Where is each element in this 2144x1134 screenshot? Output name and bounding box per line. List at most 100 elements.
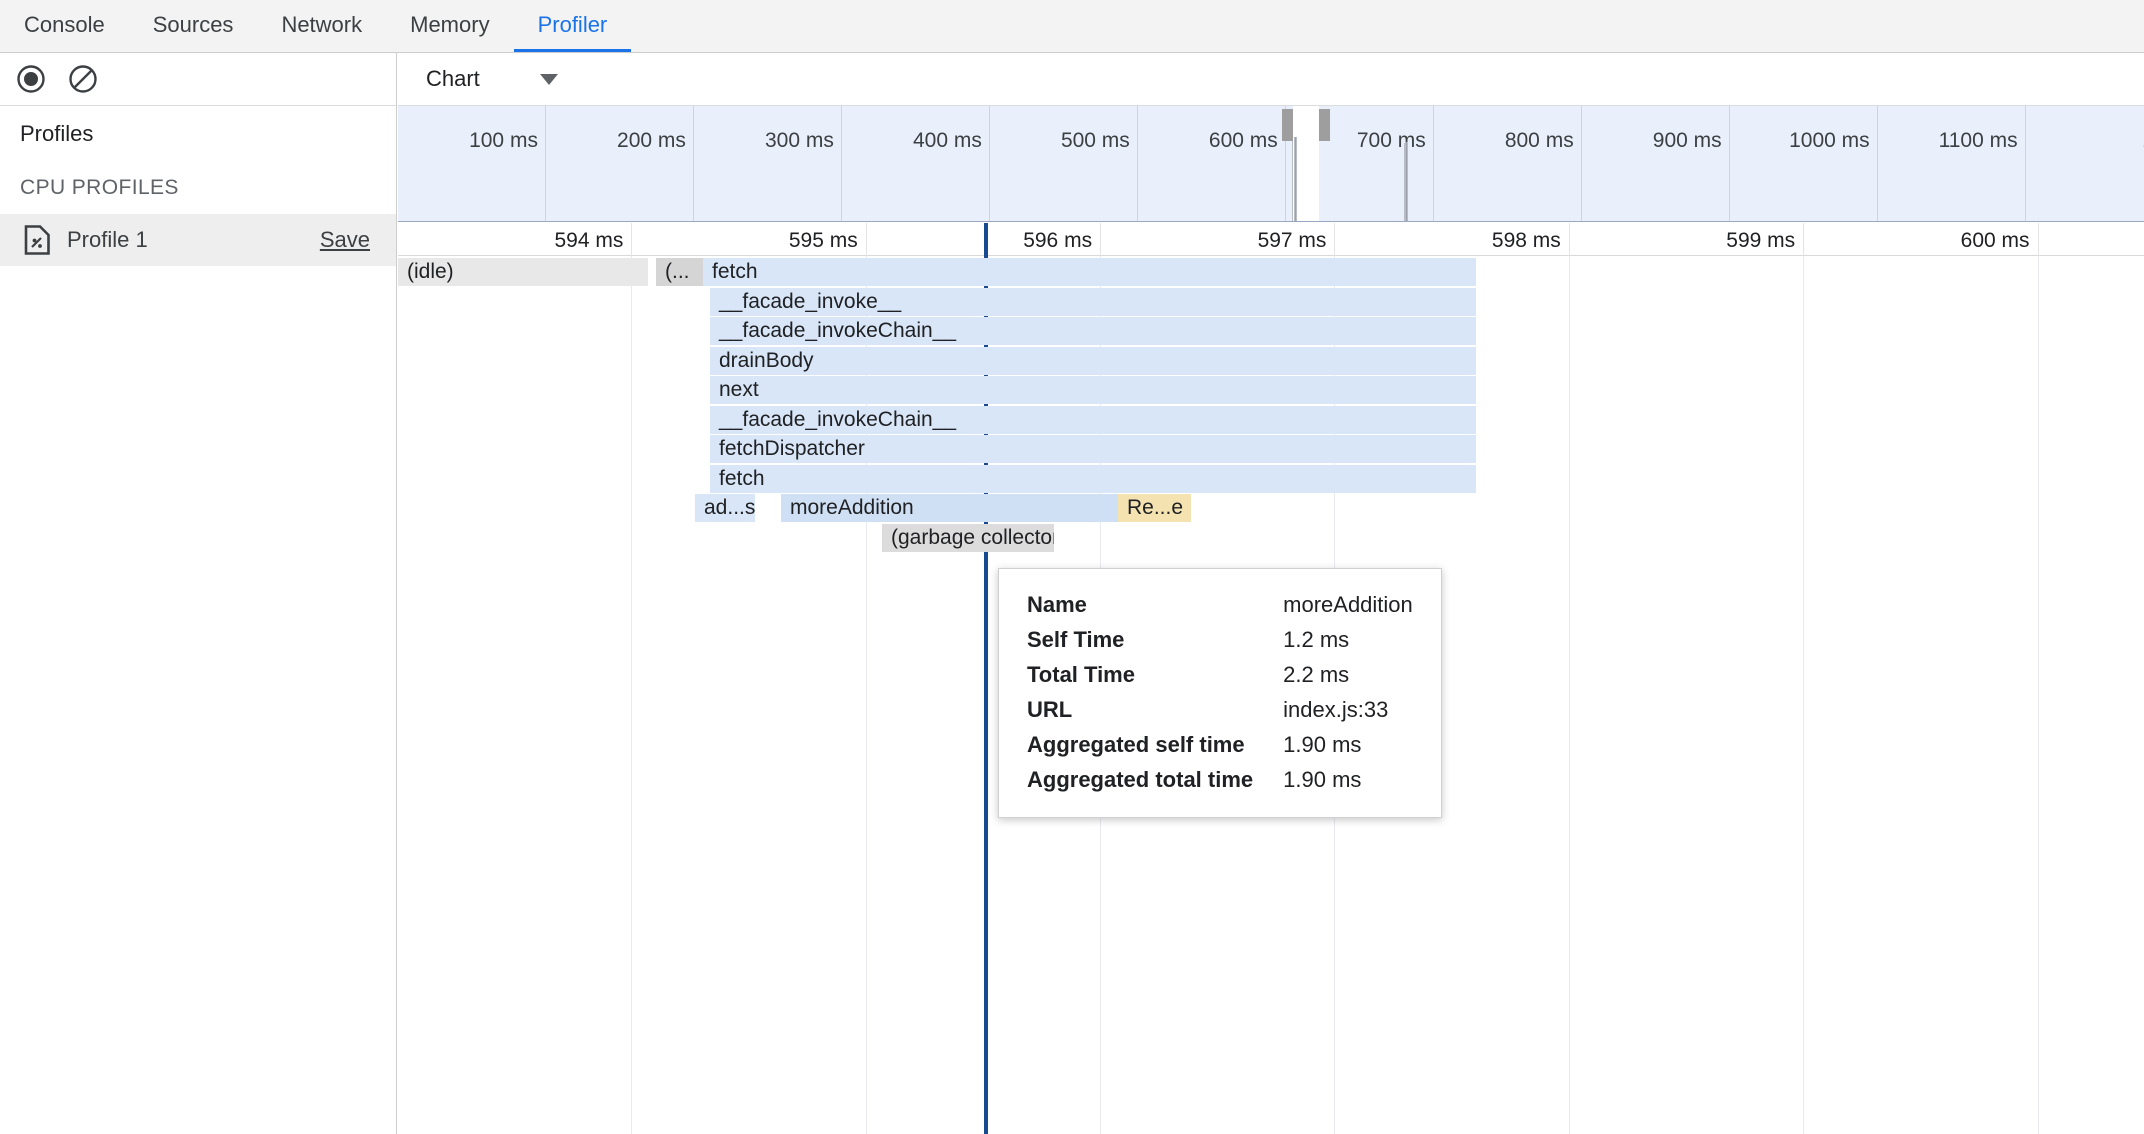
flame-bar[interactable]: drainBody <box>710 346 1476 375</box>
profiles-header: Profiles <box>20 121 94 146</box>
overview-selection-handle-right[interactable] <box>1319 109 1330 141</box>
tooltip-value: moreAddition <box>1283 591 1413 617</box>
overview-activity-spike <box>1294 137 1297 221</box>
detail-tick: 595 ms <box>632 223 867 256</box>
overview-tick: 1000 ms <box>1730 106 1878 221</box>
overview-tick: 200 ms <box>546 106 694 221</box>
tab-memory[interactable]: Memory <box>386 0 513 52</box>
detail-tick: 600 ms <box>1804 223 2039 256</box>
flame-bar[interactable]: __facade_invokeChain__ <box>710 317 1476 345</box>
tooltip-row: URL index.js:33 <box>1027 692 1413 727</box>
tooltip-row: Self Time 1.2 ms <box>1027 622 1413 657</box>
devtools-tabbar: Console Sources Network Memory Profiler <box>0 0 2144 53</box>
detail-tick-label: 596 ms <box>1023 229 1093 252</box>
overview-selection-handle-left[interactable] <box>1282 109 1293 141</box>
overview-tick: 800 ms <box>1434 106 1582 221</box>
save-profile-link[interactable]: Save <box>319 227 370 252</box>
flame-bar[interactable]: (idle) <box>398 258 648 286</box>
tooltip-row: Aggregated total time 1.90 ms <box>1027 762 1413 797</box>
overview-tick-label: 300 ms <box>765 129 834 152</box>
overview-tick: 12 <box>2026 106 2144 221</box>
flame-bar[interactable]: fetchDispatcher <box>710 435 1476 463</box>
flame-bar-label: (garbage collector) <box>891 525 1054 549</box>
profile-document-icon <box>24 225 50 255</box>
tab-label: Sources <box>152 11 234 37</box>
overview-tick-label: 800 ms <box>1504 129 1574 152</box>
overview-tick-label: 600 ms <box>1208 129 1278 152</box>
tooltip-table: Name moreAddition Self Time 1.2 ms Total Tim… <box>1027 587 1413 797</box>
flame-bar[interactable]: ad...s <box>695 494 755 522</box>
overview-tick: 700 ms <box>1286 106 1434 221</box>
detail-tick: 601 ms <box>2039 223 2144 256</box>
flame-grid-line <box>1803 256 1805 1134</box>
overview-ruler: 100 ms 200 ms 300 ms 400 ms 500 ms 600 ms 700 … <box>398 106 2144 221</box>
playhead-marker <box>984 256 988 1134</box>
flame-bar[interactable]: fetch <box>703 258 1476 286</box>
tooltip-key: Total Time <box>1027 661 1135 687</box>
flame-bar-label: fetchDispatcher <box>719 437 865 460</box>
timeline-overview[interactable]: 100 ms 200 ms 300 ms 400 ms 500 ms 600 ms 700 … <box>398 106 2144 222</box>
flame-grid-line <box>865 256 867 1134</box>
overview-tick-label: 500 ms <box>1060 129 1130 152</box>
tooltip-value: 1.2 ms <box>1283 626 1350 652</box>
playhead-marker-ruler <box>984 223 988 256</box>
profiler-main-pane: Chart 100 ms 200 ms 300 ms 400 ms 500 ms 600 … <box>398 53 2144 1134</box>
overview-tick-label: 400 ms <box>912 129 982 152</box>
flame-bar[interactable]: __facade_invokeChain__ <box>710 405 1476 434</box>
tab-network[interactable]: Network <box>257 0 386 52</box>
overview-selection-window[interactable] <box>1293 106 1319 221</box>
view-mode-select[interactable]: Chart <box>414 62 570 96</box>
flame-grid-line <box>631 256 633 1134</box>
flame-bar-label: __facade_invokeChain__ <box>719 319 957 342</box>
flame-bar[interactable]: moreAddition <box>781 494 1170 522</box>
detail-tick-label: 597 ms <box>1257 229 1327 252</box>
tooltip-value: index.js:33 <box>1283 696 1389 722</box>
tab-console[interactable]: Console <box>0 0 129 52</box>
detail-tick: 596 ms <box>867 223 1102 256</box>
tooltip-value: 1.90 ms <box>1283 731 1362 757</box>
flame-bar[interactable]: fetch <box>710 464 1476 493</box>
overview-tick: 1100 ms <box>1878 106 2026 221</box>
flame-bar-label: next <box>719 378 759 401</box>
flame-grid-line <box>2037 256 2039 1134</box>
clear-prohibited-icon <box>69 65 97 93</box>
profile-name: Profile 1 <box>67 227 148 252</box>
overview-tick: 900 ms <box>1582 106 1730 221</box>
tooltip-value: 1.90 ms <box>1283 766 1362 792</box>
flame-bar-label: ad...s <box>704 496 755 519</box>
flame-bar[interactable]: Re...e <box>1118 494 1191 522</box>
flame-bar-label: moreAddition <box>790 496 914 519</box>
record-button[interactable] <box>14 62 48 96</box>
overview-tick-label: 100 ms <box>469 129 538 152</box>
flame-bar-label: __facade_invoke__ <box>719 289 902 313</box>
tooltip-row: Aggregated self time 1.90 ms <box>1027 727 1413 762</box>
tooltip-row: Name moreAddition <box>1027 587 1413 622</box>
flame-bar[interactable]: __facade_invoke__ <box>710 287 1476 316</box>
tab-profiler[interactable]: Profiler <box>513 0 632 52</box>
detail-tick-label: 599 ms <box>1726 229 1796 252</box>
frame-details-tooltip: Name moreAddition Self Time 1.2 ms Total Tim… <box>998 568 1442 818</box>
overview-tick-label: 200 ms <box>617 129 686 152</box>
detail-tick-label: 595 ms <box>788 229 858 252</box>
overview-tick: 100 ms <box>398 106 546 221</box>
profiler-toolbar: Chart <box>398 53 2144 106</box>
flame-bar[interactable]: (garbage collector) <box>882 523 1054 552</box>
flame-bar-label: fetch <box>719 466 765 490</box>
detail-tick-label: 598 ms <box>1491 229 1561 252</box>
tooltip-row: Total Time 2.2 ms <box>1027 657 1413 692</box>
overview-activity-spike <box>1405 142 1408 221</box>
overview-tick: 300 ms <box>694 106 842 221</box>
flame-bar[interactable]: next <box>710 376 1476 404</box>
tab-sources[interactable]: Sources <box>129 0 258 52</box>
detail-tick-label: 594 ms <box>554 229 624 252</box>
clear-all-button[interactable] <box>66 62 100 96</box>
sidebar-toolbar <box>0 53 396 106</box>
cpu-profiles-section-label: CPU PROFILES <box>20 176 179 199</box>
tooltip-value: 2.2 ms <box>1283 661 1350 687</box>
profile-list-item[interactable]: Profile 1 Save <box>0 214 396 266</box>
flame-bar[interactable]: (... <box>656 258 703 286</box>
flame-bar-label: fetch <box>712 260 758 283</box>
view-mode-value: Chart <box>426 66 480 91</box>
detail-time-ruler: 594 ms 595 ms 596 ms 597 ms 598 ms 599 ms 600 … <box>398 223 2144 256</box>
flame-bar-label: drainBody <box>719 348 814 372</box>
